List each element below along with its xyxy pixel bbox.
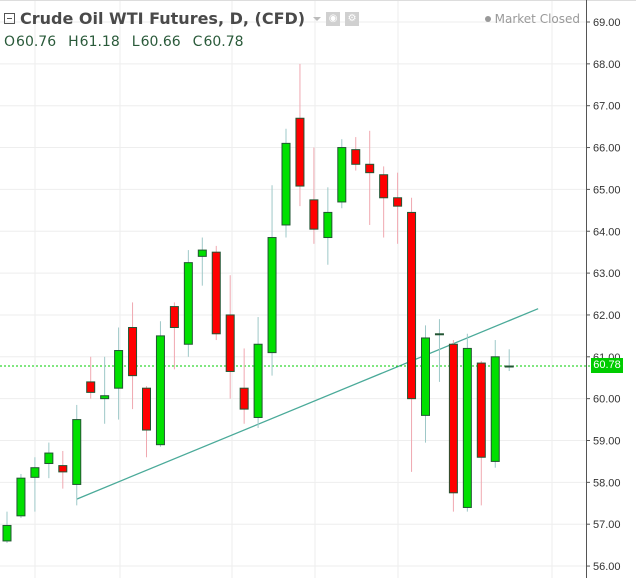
candle — [337, 139, 347, 209]
candle — [58, 450, 68, 489]
symbol-title[interactable]: Crude Oil WTI Futures, D, (CFD) — [20, 9, 306, 28]
candle — [225, 275, 235, 399]
candle — [365, 130, 375, 225]
candle — [183, 250, 193, 357]
price-tick-label: 57.00 — [593, 519, 621, 531]
candle — [239, 348, 249, 424]
price-tick-label: 58.00 — [593, 477, 621, 489]
candle — [211, 245, 221, 341]
candle — [476, 360, 486, 506]
candle — [462, 333, 472, 512]
candle — [142, 386, 151, 458]
chevron-down-icon[interactable] — [313, 16, 322, 21]
candle — [44, 442, 54, 479]
market-status-text: Market Closed — [494, 12, 580, 26]
candle — [30, 457, 40, 512]
candle — [114, 327, 124, 420]
price-tick-label: 63.00 — [593, 268, 621, 280]
price-tick-label: 68.00 — [593, 59, 621, 71]
eye-icon[interactable]: ◉ — [326, 11, 341, 26]
candle — [379, 166, 389, 238]
candle — [421, 325, 430, 443]
price-tick-label: 66.00 — [593, 143, 621, 155]
close-value: C60.78 — [192, 34, 244, 50]
candle — [169, 302, 179, 370]
price-tick-label: 64.00 — [593, 226, 621, 238]
candle — [155, 321, 165, 447]
candles — [2, 63, 514, 544]
open-value: O60.76 — [4, 34, 57, 50]
candle — [100, 356, 110, 424]
candle — [197, 237, 207, 286]
candle — [281, 128, 291, 238]
candle — [323, 187, 333, 265]
gear-icon[interactable]: ⚙ — [345, 11, 360, 26]
minus-square-icon[interactable] — [4, 13, 15, 24]
low-value: L60.66 — [131, 34, 181, 50]
trendline[interactable] — [76, 308, 539, 500]
candle — [128, 302, 138, 410]
candle — [448, 340, 458, 512]
price-tick-label: 56.00 — [593, 561, 621, 573]
high-value: H61.18 — [68, 34, 120, 50]
status-dot-icon — [484, 16, 491, 22]
chart-legend-header: Crude Oil WTI Futures, D, (CFD) ◉ ⚙ — [4, 9, 360, 28]
price-tick-label: 65.00 — [593, 184, 621, 196]
candle — [490, 340, 500, 468]
ohlc-values: O60.76 H61.18 L60.66 C60.78 — [4, 34, 244, 50]
candle — [2, 511, 12, 544]
candle — [434, 319, 444, 382]
candle — [393, 172, 403, 244]
candle — [16, 473, 26, 518]
candle — [504, 349, 514, 372]
price-tick-label: 62.00 — [593, 310, 621, 322]
candle — [253, 317, 263, 428]
price-axis[interactable]: 69.00 68.00 67.00 66.00 65.00 64.00 63.00 62.00… — [586, 0, 621, 578]
price-tick-label: 69.00 — [593, 17, 621, 29]
candle — [351, 137, 361, 171]
candle — [72, 404, 82, 506]
market-status: Market Closed — [484, 12, 580, 26]
price-tick-label: 67.00 — [593, 101, 621, 113]
price-tick-label: 60.00 — [593, 394, 621, 406]
candle — [86, 356, 96, 399]
candle — [295, 63, 305, 207]
trendline-segment[interactable] — [76, 308, 539, 500]
candle — [407, 197, 417, 472]
price-tick-label: 59.00 — [593, 436, 621, 448]
candle — [267, 185, 277, 376]
candle — [309, 147, 319, 244]
last-price-badge: 60.78 — [591, 358, 623, 373]
